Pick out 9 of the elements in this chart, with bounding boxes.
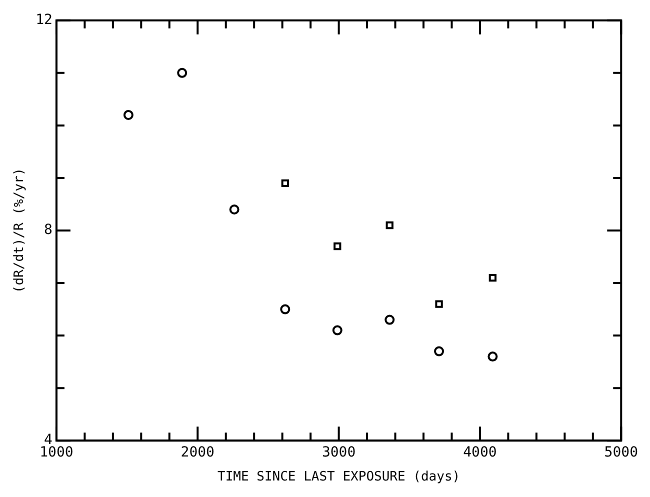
x-tick-label: 1000 [40,444,74,461]
x-tick-label: 3000 [322,444,356,461]
y-tick-label: 12 [36,12,52,28]
x-tick-label: 2000 [180,444,214,461]
y-tick-label: 8 [44,222,52,238]
y-axis-title: (dR/dt)/R (%/yr) [12,168,28,294]
x-tick-label: 4000 [463,444,497,461]
x-axis-title: TIME SINCE LAST EXPOSURE (days) [217,470,460,485]
x-tick-label: 5000 [604,444,638,461]
